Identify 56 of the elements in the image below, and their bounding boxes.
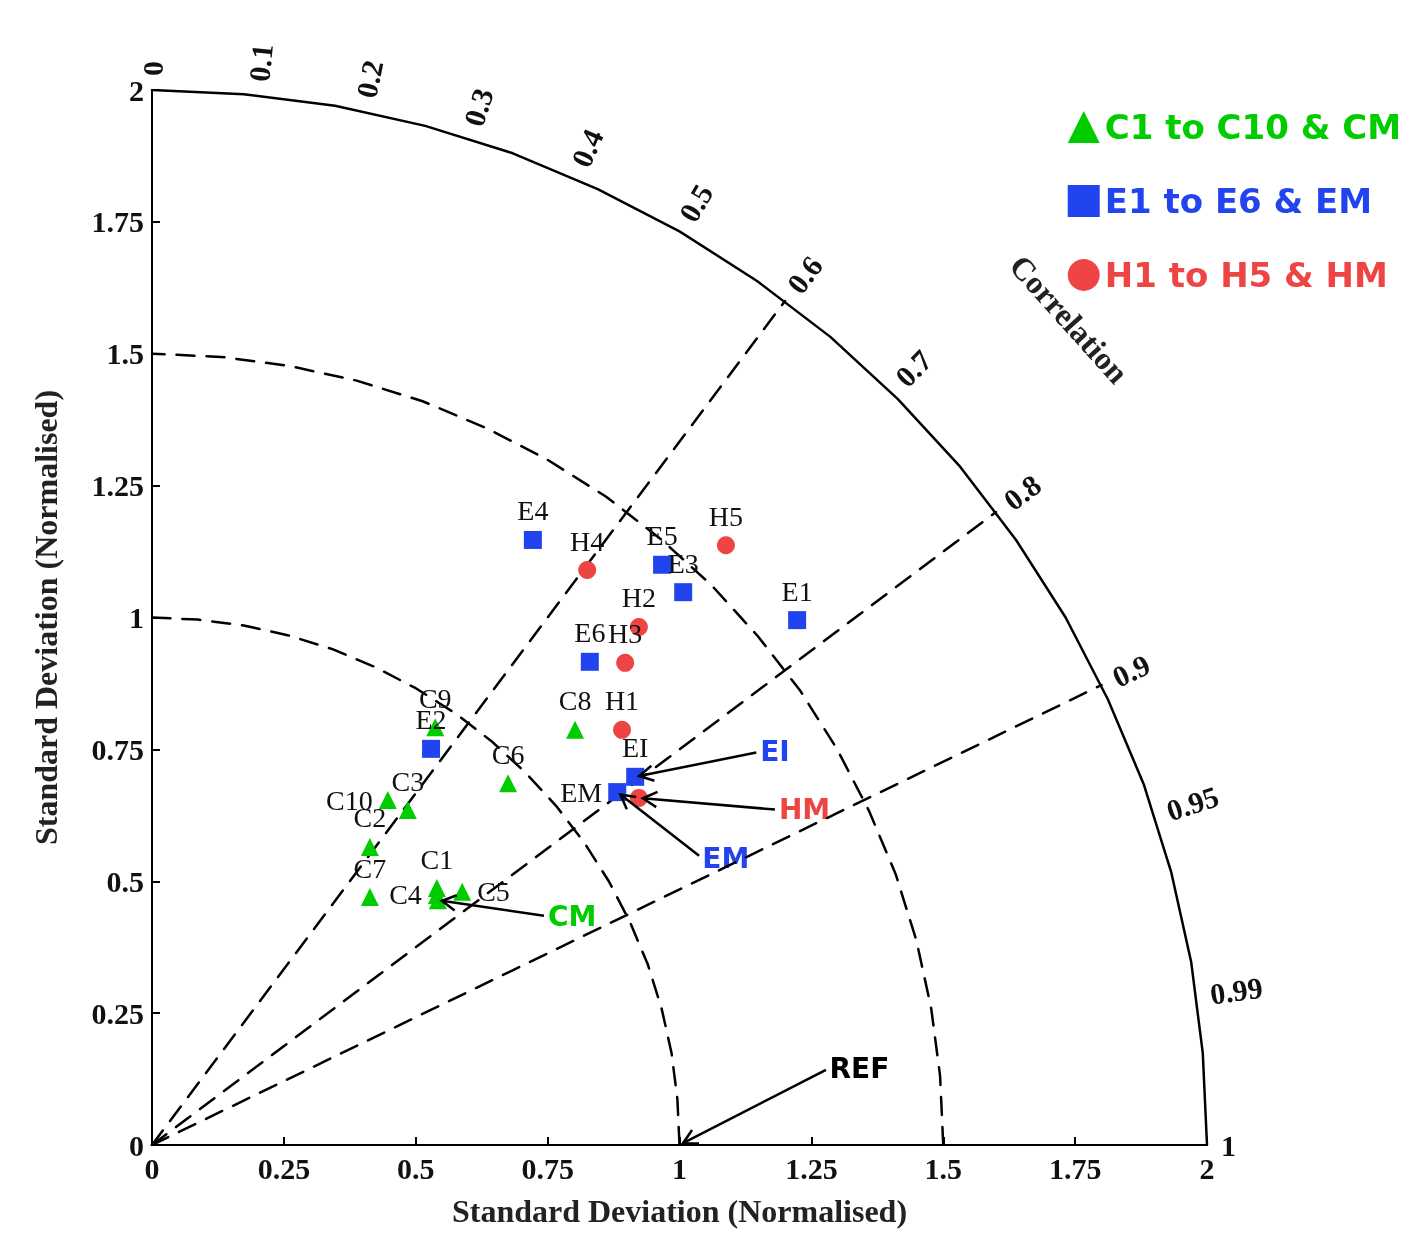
annotation: 0.7 bbox=[888, 343, 939, 394]
x-tick-label: 1.75 bbox=[1048, 1151, 1102, 1185]
annotation: 1 bbox=[1221, 1128, 1236, 1162]
x-tick-label: 1.5 bbox=[924, 1151, 962, 1185]
x-axis-title: Standard Deviation (Normalised) bbox=[451, 1193, 908, 1229]
data-label: EM bbox=[560, 776, 603, 808]
data-label: E1 bbox=[781, 575, 813, 607]
x-tick-label: 2 bbox=[1199, 1151, 1215, 1185]
annotation: 0.6 bbox=[780, 249, 830, 300]
annotation: REF bbox=[829, 1051, 890, 1085]
data-label: H3 bbox=[608, 618, 643, 650]
x-tick-label: 0.25 bbox=[257, 1151, 311, 1185]
data-label: C1 bbox=[420, 843, 454, 875]
legend-label: E1 to E6 & EM bbox=[1104, 181, 1373, 221]
y-tick-label: 1.5 bbox=[106, 337, 144, 371]
y-tick-label: 2 bbox=[129, 73, 144, 107]
annotation: CM bbox=[547, 899, 597, 933]
data-label: EI bbox=[621, 732, 649, 764]
data-label: H1 bbox=[604, 685, 640, 717]
x-tick-label: 0.75 bbox=[521, 1151, 574, 1185]
annotation: 0.3 bbox=[456, 84, 500, 131]
data-label: E5 bbox=[646, 520, 678, 552]
annotation: EI bbox=[760, 735, 790, 769]
x-tick-label: 0.5 bbox=[397, 1151, 435, 1185]
data-label: C5 bbox=[477, 876, 510, 908]
data-label: E6 bbox=[574, 617, 606, 649]
data-label: C6 bbox=[491, 738, 525, 770]
data-label: C4 bbox=[389, 879, 422, 911]
annotation: 0.1 bbox=[242, 42, 280, 83]
legend-label: C1 to C10 & CM bbox=[1104, 107, 1402, 147]
data-label: H4 bbox=[570, 525, 605, 557]
annotation: 0.99 bbox=[1207, 970, 1265, 1011]
annotation: 0.8 bbox=[997, 467, 1048, 517]
data-label: C7 bbox=[353, 852, 387, 884]
data-label: C8 bbox=[558, 685, 592, 717]
annotation: 0.9 bbox=[1106, 647, 1156, 694]
y-tick-label: 1 bbox=[129, 601, 144, 634]
y-tick-label: 0.75 bbox=[91, 732, 144, 766]
x-tick-label: 1 bbox=[672, 1151, 687, 1185]
y-tick-label: 0.5 bbox=[106, 864, 144, 898]
y-tick-label: 0 bbox=[129, 1128, 144, 1162]
y-tick-label: 1.25 bbox=[91, 469, 144, 503]
annotation: HM bbox=[778, 793, 831, 827]
y-tick-label: 0.25 bbox=[91, 996, 144, 1030]
annotation: EM bbox=[702, 841, 750, 875]
annotation: 0.95 bbox=[1162, 779, 1223, 828]
data-label: C3 bbox=[391, 765, 425, 797]
data-label: H2 bbox=[621, 582, 656, 614]
y-tick-label: 1.75 bbox=[91, 205, 144, 239]
x-tick-label: 1.25 bbox=[785, 1151, 838, 1185]
annotation: 0.5 bbox=[672, 178, 720, 228]
data-label: H5 bbox=[708, 500, 744, 532]
annotation: 0.2 bbox=[349, 57, 390, 101]
y-axis-title: Standard Deviation (Normalised) bbox=[28, 389, 64, 846]
annotation: 0.4 bbox=[564, 124, 610, 172]
data-label: E4 bbox=[517, 495, 549, 527]
